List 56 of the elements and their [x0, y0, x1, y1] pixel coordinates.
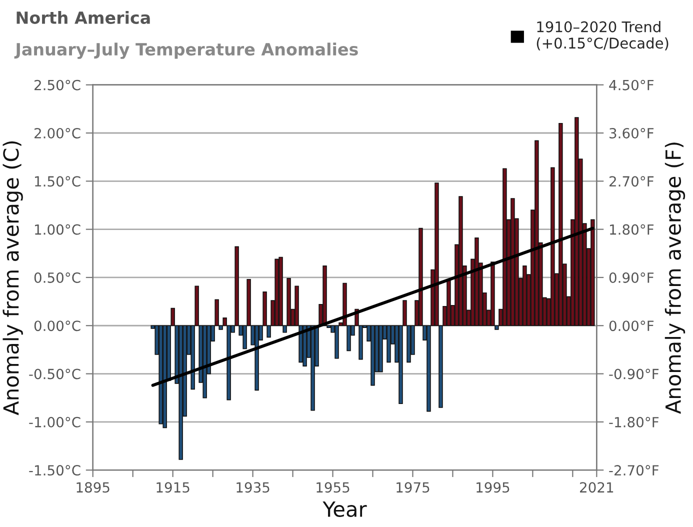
- bar: [202, 325, 207, 398]
- bar: [302, 325, 307, 366]
- bar: [558, 122, 563, 326]
- bar: [522, 265, 527, 326]
- bar: [474, 238, 479, 326]
- chart-title: North America: [16, 11, 150, 24]
- x-tick-label: 1895: [76, 482, 110, 493]
- bar: [178, 325, 183, 460]
- y2-tick-label: 0.00°F: [609, 320, 654, 332]
- y-tick-label: -1.00°C: [29, 416, 80, 428]
- x-tick-label: 1975: [396, 482, 430, 493]
- x-tick-label: 2021: [580, 482, 614, 493]
- y-tick-label: 0.00°C: [34, 320, 80, 332]
- bar: [386, 325, 391, 363]
- y-tick-label: 1.00°C: [35, 224, 80, 235]
- bar: [322, 265, 327, 326]
- bar: [502, 168, 507, 326]
- bar: [534, 140, 539, 326]
- bar: [378, 325, 383, 372]
- bar: [274, 258, 279, 326]
- bar: [370, 325, 375, 386]
- y-tick-label: -1.50°C: [29, 465, 80, 476]
- y2-tick-label: -1.80°F: [609, 416, 659, 428]
- y2-tick-label: -2.70°F: [609, 465, 659, 476]
- bar: [310, 325, 315, 411]
- bar: [490, 262, 495, 326]
- legend-label: 1910–2020 Trend (+0.15°C/Decade): [536, 21, 668, 50]
- y-axis-title: Anomaly from average (C): [2, 141, 23, 416]
- y2-tick-label: 1.80°F: [610, 224, 654, 235]
- chart-subtitle: January–July Temperature Anomalies: [14, 42, 358, 59]
- x-tick-label: 1955: [316, 482, 350, 493]
- bar: [162, 325, 167, 428]
- y2-axis-title: Anomaly from average (F): [664, 142, 686, 414]
- y-tick-label: 2.00°C: [34, 128, 80, 138]
- bar: [550, 167, 555, 326]
- bar: [158, 325, 163, 424]
- bar: [458, 196, 463, 326]
- y-tick-label: 0.50°C: [34, 272, 80, 283]
- x-tick-label: 1995: [476, 482, 510, 493]
- bar: [574, 117, 579, 326]
- x-axis-title: Year: [322, 502, 367, 518]
- y2-tick-label: 3.60°F: [610, 128, 654, 138]
- bar: [510, 198, 515, 326]
- y2-tick-label: 2.70°F: [609, 176, 654, 187]
- x-tick-label: 1915: [156, 482, 190, 493]
- bar: [590, 219, 595, 326]
- bar: [254, 325, 259, 391]
- y-tick-label: 1.50°C: [35, 176, 80, 187]
- y2-tick-label: 0.90°F: [609, 272, 654, 283]
- y-tick-label: -0.50°C: [29, 368, 80, 380]
- y2-tick-label: 4.50°F: [609, 80, 654, 90]
- y-tick-label: 2.50°C: [34, 80, 80, 90]
- bar: [334, 325, 339, 359]
- bar: [446, 278, 451, 326]
- x-tick-label: 1935: [236, 482, 270, 493]
- y2-tick-label: -0.90°F: [609, 368, 659, 380]
